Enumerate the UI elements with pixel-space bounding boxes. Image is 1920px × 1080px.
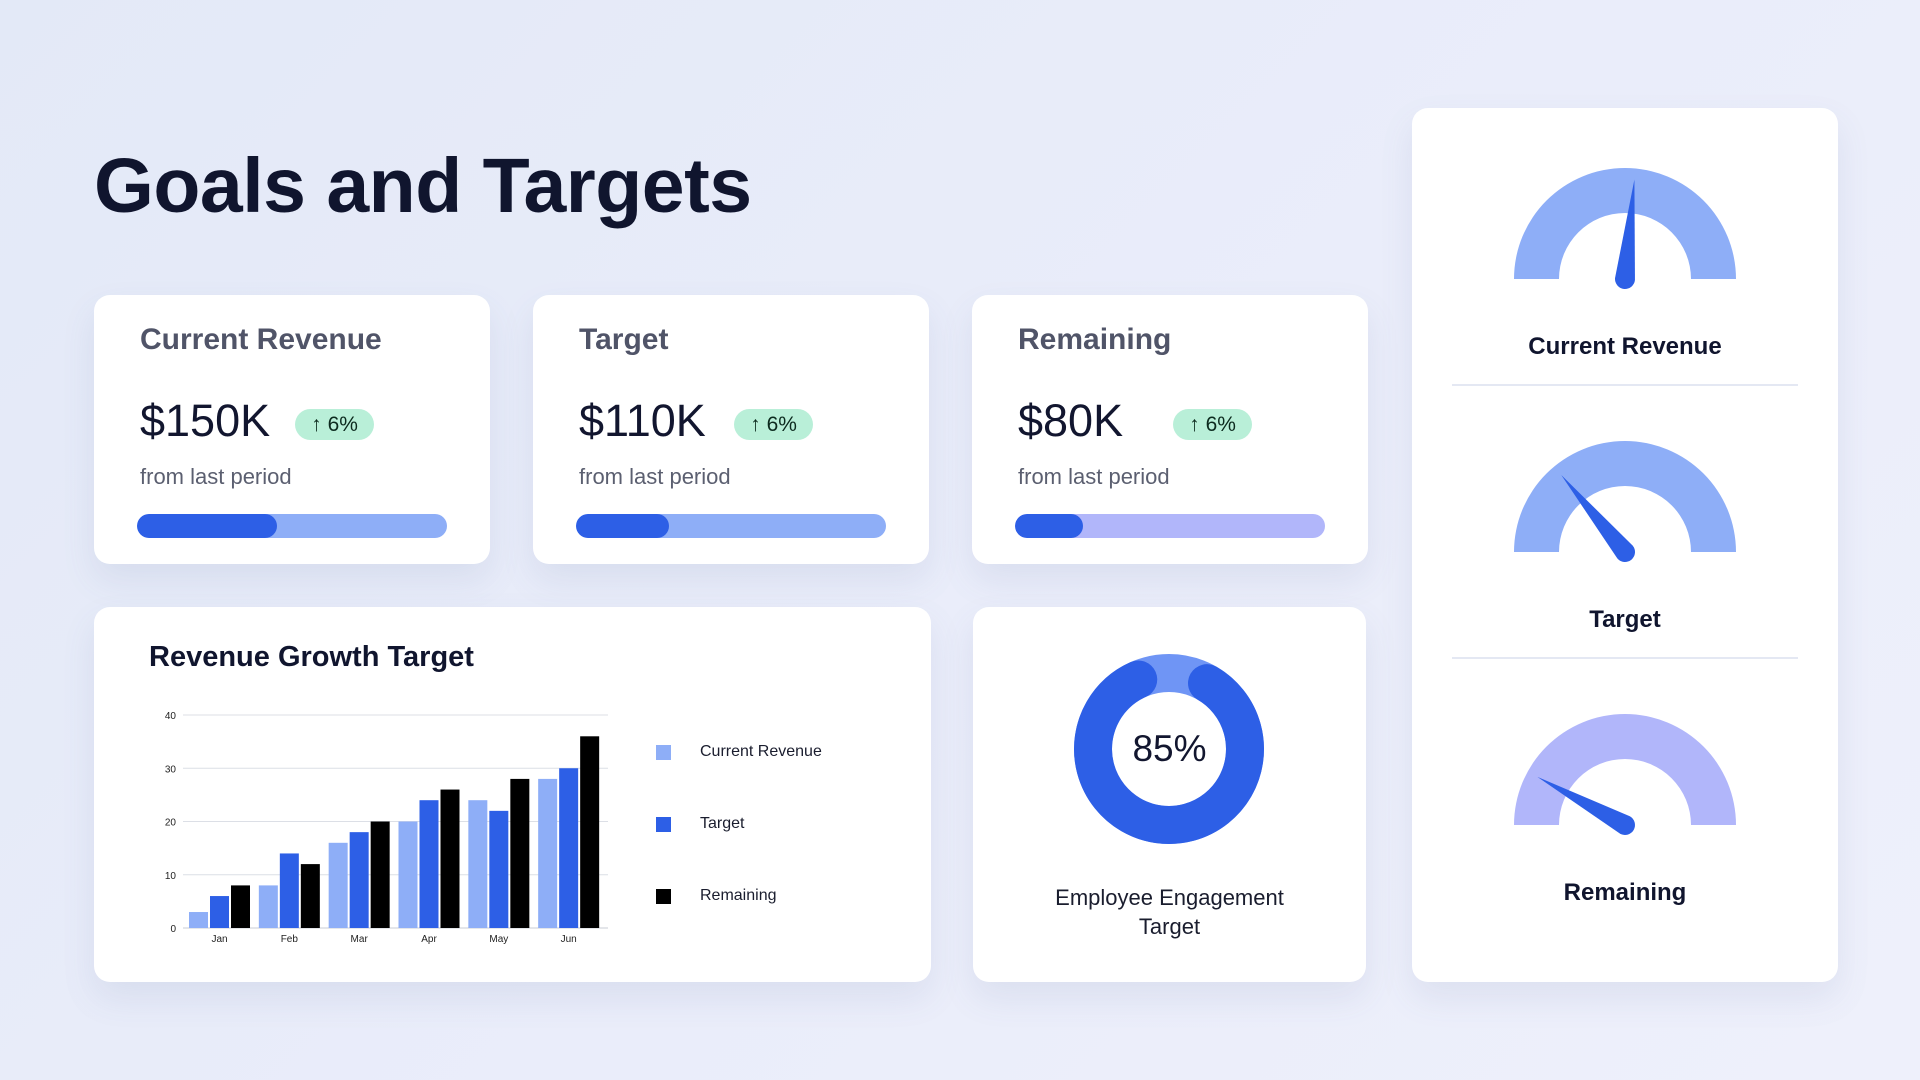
legend-item-target: Target	[656, 815, 744, 833]
bar-current-revenue	[258, 885, 278, 928]
legend-swatch	[656, 816, 671, 832]
kpi-card-target: Target $110K ↑ 6% from last period	[533, 295, 929, 564]
progress-bar	[576, 514, 886, 538]
gauge-current-revenue	[1514, 168, 1736, 289]
engagement-label: Employee Engagement Target	[1055, 885, 1284, 939]
bar-current-revenue	[468, 800, 488, 928]
engagement-card: 85% Employee Engagement Target	[973, 607, 1366, 982]
legend-label: Current Revenue	[700, 743, 822, 760]
kpi-title: Remaining	[1018, 323, 1172, 356]
gauge-arc	[1514, 714, 1736, 825]
arrow-up-icon: ↑	[750, 412, 761, 436]
gauge-arc	[1514, 168, 1736, 279]
change-value: 6%	[1205, 412, 1236, 436]
gauge-label: Current Revenue	[1528, 333, 1722, 360]
kpi-card-current-revenue: Current Revenue $150K ↑ 6% from last per…	[94, 295, 490, 564]
donut-progress	[1074, 654, 1264, 844]
bar-target	[489, 810, 509, 928]
bar-remaining	[510, 778, 530, 928]
gauge-arc	[1514, 441, 1736, 552]
gauge-needle	[1615, 179, 1635, 289]
legend-swatch	[656, 744, 671, 760]
engagement-value: 85%	[1132, 728, 1207, 769]
bar-remaining	[231, 885, 250, 928]
progress-fill	[576, 514, 669, 538]
change-badge: ↑ 6%	[295, 409, 374, 440]
gauge-remaining	[1514, 714, 1736, 835]
legend-swatch	[656, 888, 671, 904]
x-tick-label: Jun	[561, 934, 577, 945]
bar-remaining	[580, 736, 600, 928]
bar-current-revenue	[398, 821, 418, 928]
page-title: Goals and Targets	[94, 143, 752, 229]
divider	[1452, 384, 1798, 386]
arrow-up-icon: ↑	[311, 412, 322, 436]
bar-target	[559, 768, 579, 928]
kpi-subtitle: from last period	[1018, 464, 1170, 489]
progress-bar	[137, 514, 447, 538]
gauge-target	[1514, 441, 1736, 562]
gauge-needle	[1537, 776, 1635, 835]
legend-item-remaining: Remaining	[656, 887, 776, 905]
bar-chart: 0 10 20 30 40 Jan Feb Mar Apr May Jun	[165, 711, 608, 945]
kpi-title: Current Revenue	[140, 323, 382, 356]
bar-target	[279, 853, 299, 928]
y-tick-label: 0	[170, 924, 176, 935]
y-tick-label: 40	[165, 711, 177, 722]
x-tick-label: May	[489, 934, 508, 945]
kpi-subtitle: from last period	[140, 464, 292, 489]
bar-target	[349, 832, 369, 928]
legend-item-current-revenue: Current Revenue	[656, 743, 822, 761]
kpi-value: $80K	[1018, 395, 1124, 446]
y-tick-label: 10	[165, 871, 177, 882]
kpi-title: Target	[579, 323, 669, 356]
chart-title: Revenue Growth Target	[149, 641, 474, 673]
gauge-label: Remaining	[1563, 879, 1687, 906]
x-tick-label: Apr	[421, 934, 437, 945]
gauges-card: Current Revenue Target Remaining	[1412, 108, 1838, 982]
y-tick-label: 30	[165, 764, 177, 775]
divider	[1452, 657, 1798, 659]
bar-remaining	[440, 789, 460, 928]
bar-target	[419, 800, 439, 928]
gauge-needle	[1561, 474, 1635, 562]
progress-fill	[137, 514, 277, 538]
legend-label: Target	[700, 815, 745, 832]
y-tick-label: 20	[165, 818, 177, 829]
change-value: 6%	[327, 412, 358, 436]
revenue-chart-card: Revenue Growth Target 0 10 20 30 40 Jan Feb Mar…	[94, 607, 931, 982]
gauge-label: Target	[1589, 606, 1661, 633]
bar-remaining	[370, 821, 390, 928]
bar-current-revenue	[538, 778, 558, 928]
arrow-up-icon: ↑	[1189, 412, 1200, 436]
bar-target	[210, 896, 229, 928]
change-badge: ↑ 6%	[1173, 409, 1252, 440]
kpi-card-remaining: Remaining $80K ↑ 6% from last period	[972, 295, 1368, 564]
change-value: 6%	[766, 412, 797, 436]
x-tick-label: Jan	[211, 934, 227, 945]
progress-fill	[1015, 514, 1084, 538]
x-tick-label: Mar	[351, 934, 369, 945]
bar-remaining	[300, 864, 320, 928]
kpi-subtitle: from last period	[579, 464, 731, 489]
progress-bar	[1015, 514, 1325, 538]
kpi-value: $110K	[579, 395, 706, 446]
x-tick-label: Feb	[281, 934, 299, 945]
bar-current-revenue	[189, 912, 208, 928]
bar-current-revenue	[328, 842, 348, 928]
legend-label: Remaining	[700, 887, 777, 904]
engagement-donut	[1074, 654, 1264, 844]
change-badge: ↑ 6%	[734, 409, 813, 440]
kpi-value: $150K	[140, 395, 271, 446]
